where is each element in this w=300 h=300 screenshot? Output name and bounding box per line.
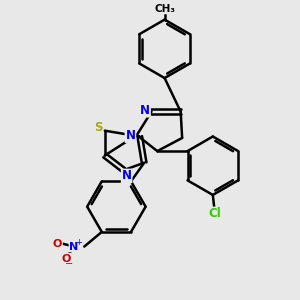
Text: CH₃: CH₃ [154,4,175,14]
Text: N: N [140,104,150,117]
Text: +: + [76,238,82,247]
Text: N: N [69,242,79,252]
Text: O: O [53,238,62,249]
Text: Cl: Cl [209,207,221,220]
Text: N: N [125,129,135,142]
Text: S: S [94,121,103,134]
Text: O: O [61,254,71,264]
Text: N: N [122,169,132,182]
Text: −: − [65,259,73,269]
